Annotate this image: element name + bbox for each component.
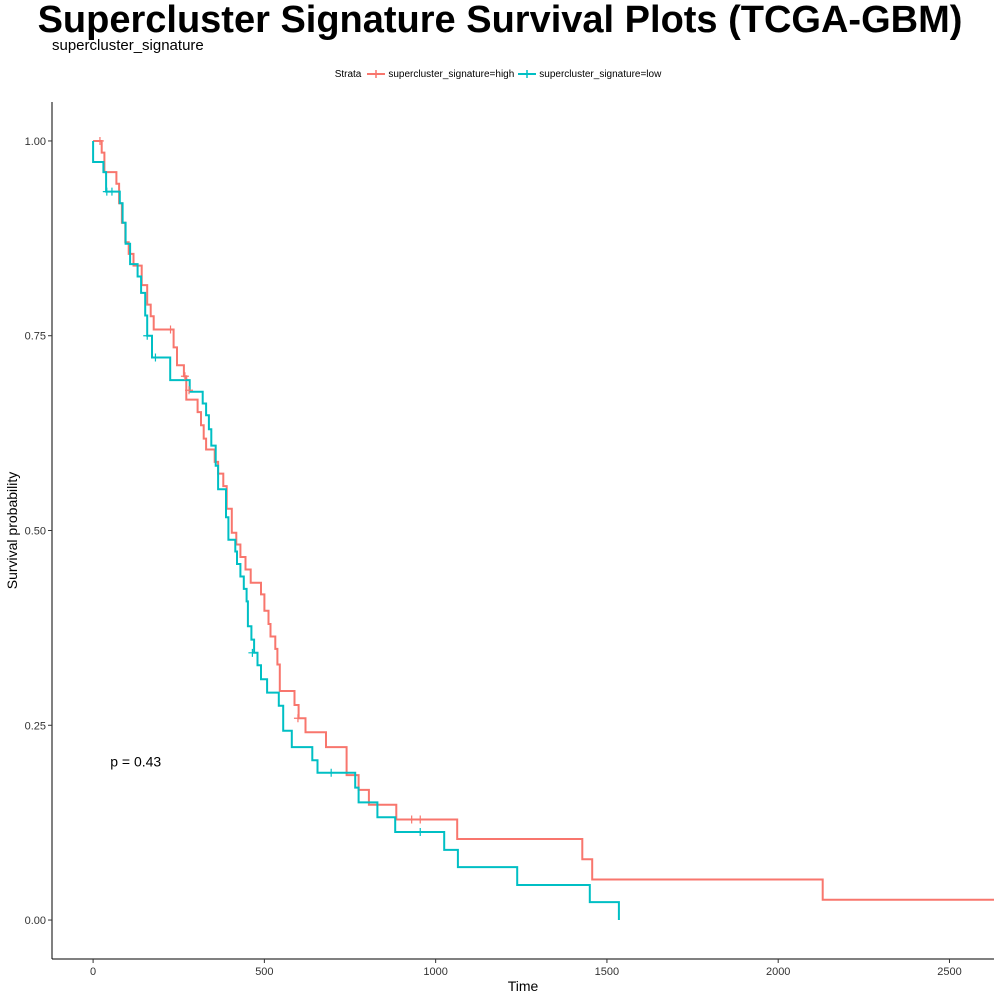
x-tick-label: 1000: [423, 966, 447, 978]
y-tick-label: 0.00: [25, 915, 46, 927]
series-layer: [92, 140, 994, 920]
p-value-annotation: p = 0.43: [110, 754, 161, 770]
legend-title: Strata: [334, 68, 362, 80]
survival-curve-high: [93, 140, 994, 901]
legend-item-low: supercluster_signature=low: [518, 68, 661, 80]
censor-mark-high: [293, 714, 302, 723]
chart-subtitle: supercluster_signature: [52, 37, 204, 54]
x-tick-label: 500: [255, 966, 273, 978]
censor-mark-low: [416, 828, 425, 837]
censor-mark-high: [180, 372, 189, 381]
censor-layer: [95, 136, 425, 837]
y-tick-label: 0.50: [25, 526, 46, 538]
legend-key-low: [518, 70, 537, 78]
legend-item-high: supercluster_signature=high: [367, 68, 514, 80]
chart-title: Supercluster Signature Survival Plots (T…: [37, 0, 963, 41]
legend-label-low: supercluster_signature=low: [539, 68, 662, 80]
x-tick-label: 0: [90, 966, 96, 978]
censor-mark-high: [416, 815, 425, 824]
y-tick-label: 1.00: [25, 136, 46, 148]
survival-curve-low: [92, 141, 620, 920]
x-tick-label: 2500: [937, 966, 961, 978]
x-tick-label: 2000: [766, 966, 790, 978]
y-axis-title: Survival probability: [4, 472, 20, 590]
y-tick-label: 0.75: [25, 331, 46, 343]
censor-mark-low: [248, 648, 257, 657]
x-tick-label: 1500: [595, 966, 619, 978]
axes: 0 500 1000 1500 2000 2500 0.00 0.25 0.50 0.75 1.00: [25, 102, 994, 978]
censor-mark-low: [102, 187, 111, 196]
x-axis-title: Time: [508, 978, 539, 994]
censor-mark-low: [143, 331, 152, 340]
censor-mark-low: [327, 768, 336, 777]
censor-mark-high: [185, 386, 194, 395]
censor-mark-low: [107, 187, 116, 196]
legend-key-high: [367, 70, 386, 78]
censor-mark-low: [151, 353, 160, 362]
legend: Strata supercluster_signature=high super…: [0, 68, 1000, 80]
legend-label-high: supercluster_signature=high: [388, 68, 515, 80]
censor-mark-high: [407, 815, 416, 824]
censor-mark-high: [95, 136, 104, 145]
y-tick-label: 0.25: [25, 720, 46, 732]
censor-mark-high: [166, 325, 175, 334]
